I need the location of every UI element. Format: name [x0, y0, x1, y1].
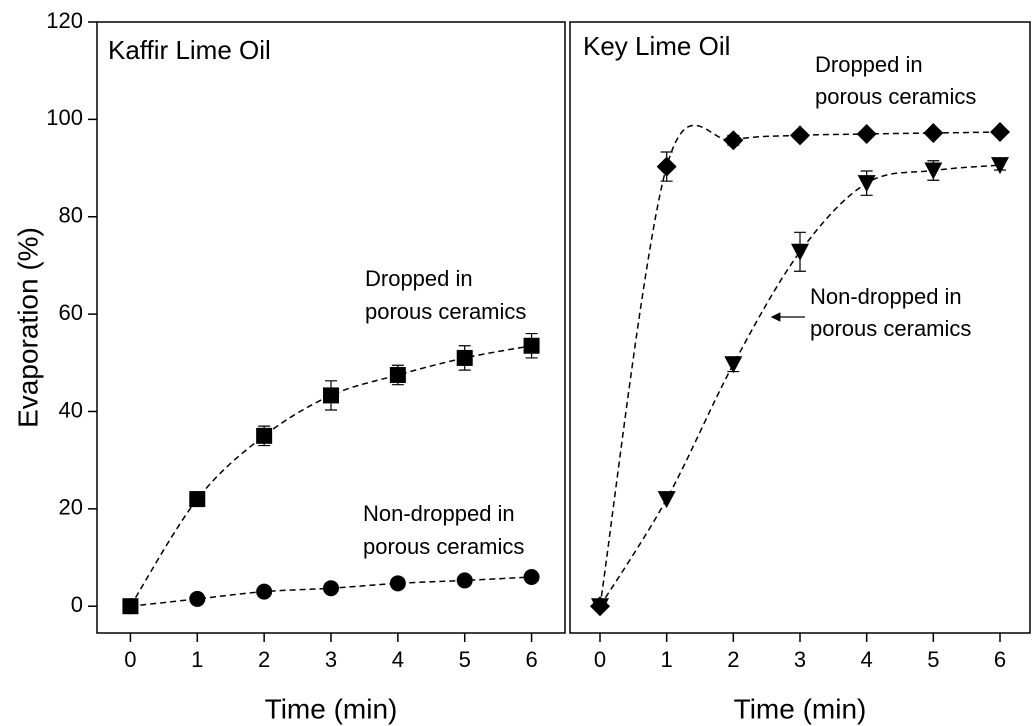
marker [122, 598, 139, 615]
marker [256, 427, 273, 444]
marker [656, 156, 677, 177]
marker [924, 162, 943, 180]
marker [523, 569, 540, 586]
x-tick-label: 2 [258, 647, 270, 672]
annotation: Dropped in [815, 52, 923, 77]
marker [724, 356, 743, 374]
marker [723, 130, 744, 151]
x-tick-label: 6 [994, 647, 1006, 672]
marker [791, 243, 809, 261]
annotation: Non-dropped in [810, 284, 962, 309]
fit-line [599, 124, 1001, 607]
x-tick-label: 0 [594, 647, 606, 672]
x-tick-label: 3 [325, 647, 337, 672]
marker [523, 337, 540, 354]
marker [189, 491, 206, 508]
marker [456, 349, 473, 366]
x-tick-label: 1 [661, 647, 673, 672]
x-tick-label: 2 [727, 647, 739, 672]
annotation: porous ceramics [363, 534, 524, 559]
panel-title: Key Lime Oil [583, 31, 730, 61]
marker [790, 125, 810, 146]
marker [389, 575, 406, 592]
x-tick-label: 4 [392, 647, 404, 672]
annotation: porous ceramics [815, 84, 976, 109]
x-tick-label: 6 [525, 647, 537, 672]
y-tick-label: 100 [46, 105, 83, 130]
marker [657, 491, 676, 509]
marker [856, 123, 877, 144]
marker [990, 122, 1010, 143]
annotation: porous ceramics [810, 316, 971, 341]
y-tick-label: 80 [59, 203, 83, 228]
x-tick-label: 5 [927, 647, 939, 672]
annotation: Dropped in [365, 266, 473, 291]
x-tick-label: 4 [861, 647, 873, 672]
marker [323, 580, 339, 597]
y-tick-label: 120 [46, 8, 83, 33]
marker [857, 175, 876, 193]
y-tick-label: 0 [71, 592, 83, 617]
annotation: porous ceramics [365, 299, 526, 324]
marker [456, 572, 473, 589]
marker [323, 387, 339, 404]
marker [256, 583, 273, 600]
marker [389, 366, 406, 383]
x-tick-label: 3 [794, 647, 806, 672]
marker [189, 590, 206, 607]
y-tick-label: 20 [59, 495, 83, 520]
x-tick-label: 1 [191, 647, 203, 672]
y-axis-label: Evaporation (%) [12, 227, 43, 428]
marker [991, 157, 1009, 175]
x-tick-label: 0 [124, 647, 136, 672]
panel-title: Kaffir Lime Oil [108, 35, 271, 65]
marker [591, 598, 609, 616]
x-axis-label: Time (min) [734, 693, 867, 724]
y-tick-label: 40 [59, 397, 83, 422]
annotation: Non-dropped in [363, 501, 515, 526]
marker [923, 123, 944, 144]
fit-line [599, 164, 1001, 607]
x-axis-label: Time (min) [265, 693, 398, 724]
y-tick-label: 60 [59, 300, 83, 325]
x-tick-label: 5 [459, 647, 471, 672]
